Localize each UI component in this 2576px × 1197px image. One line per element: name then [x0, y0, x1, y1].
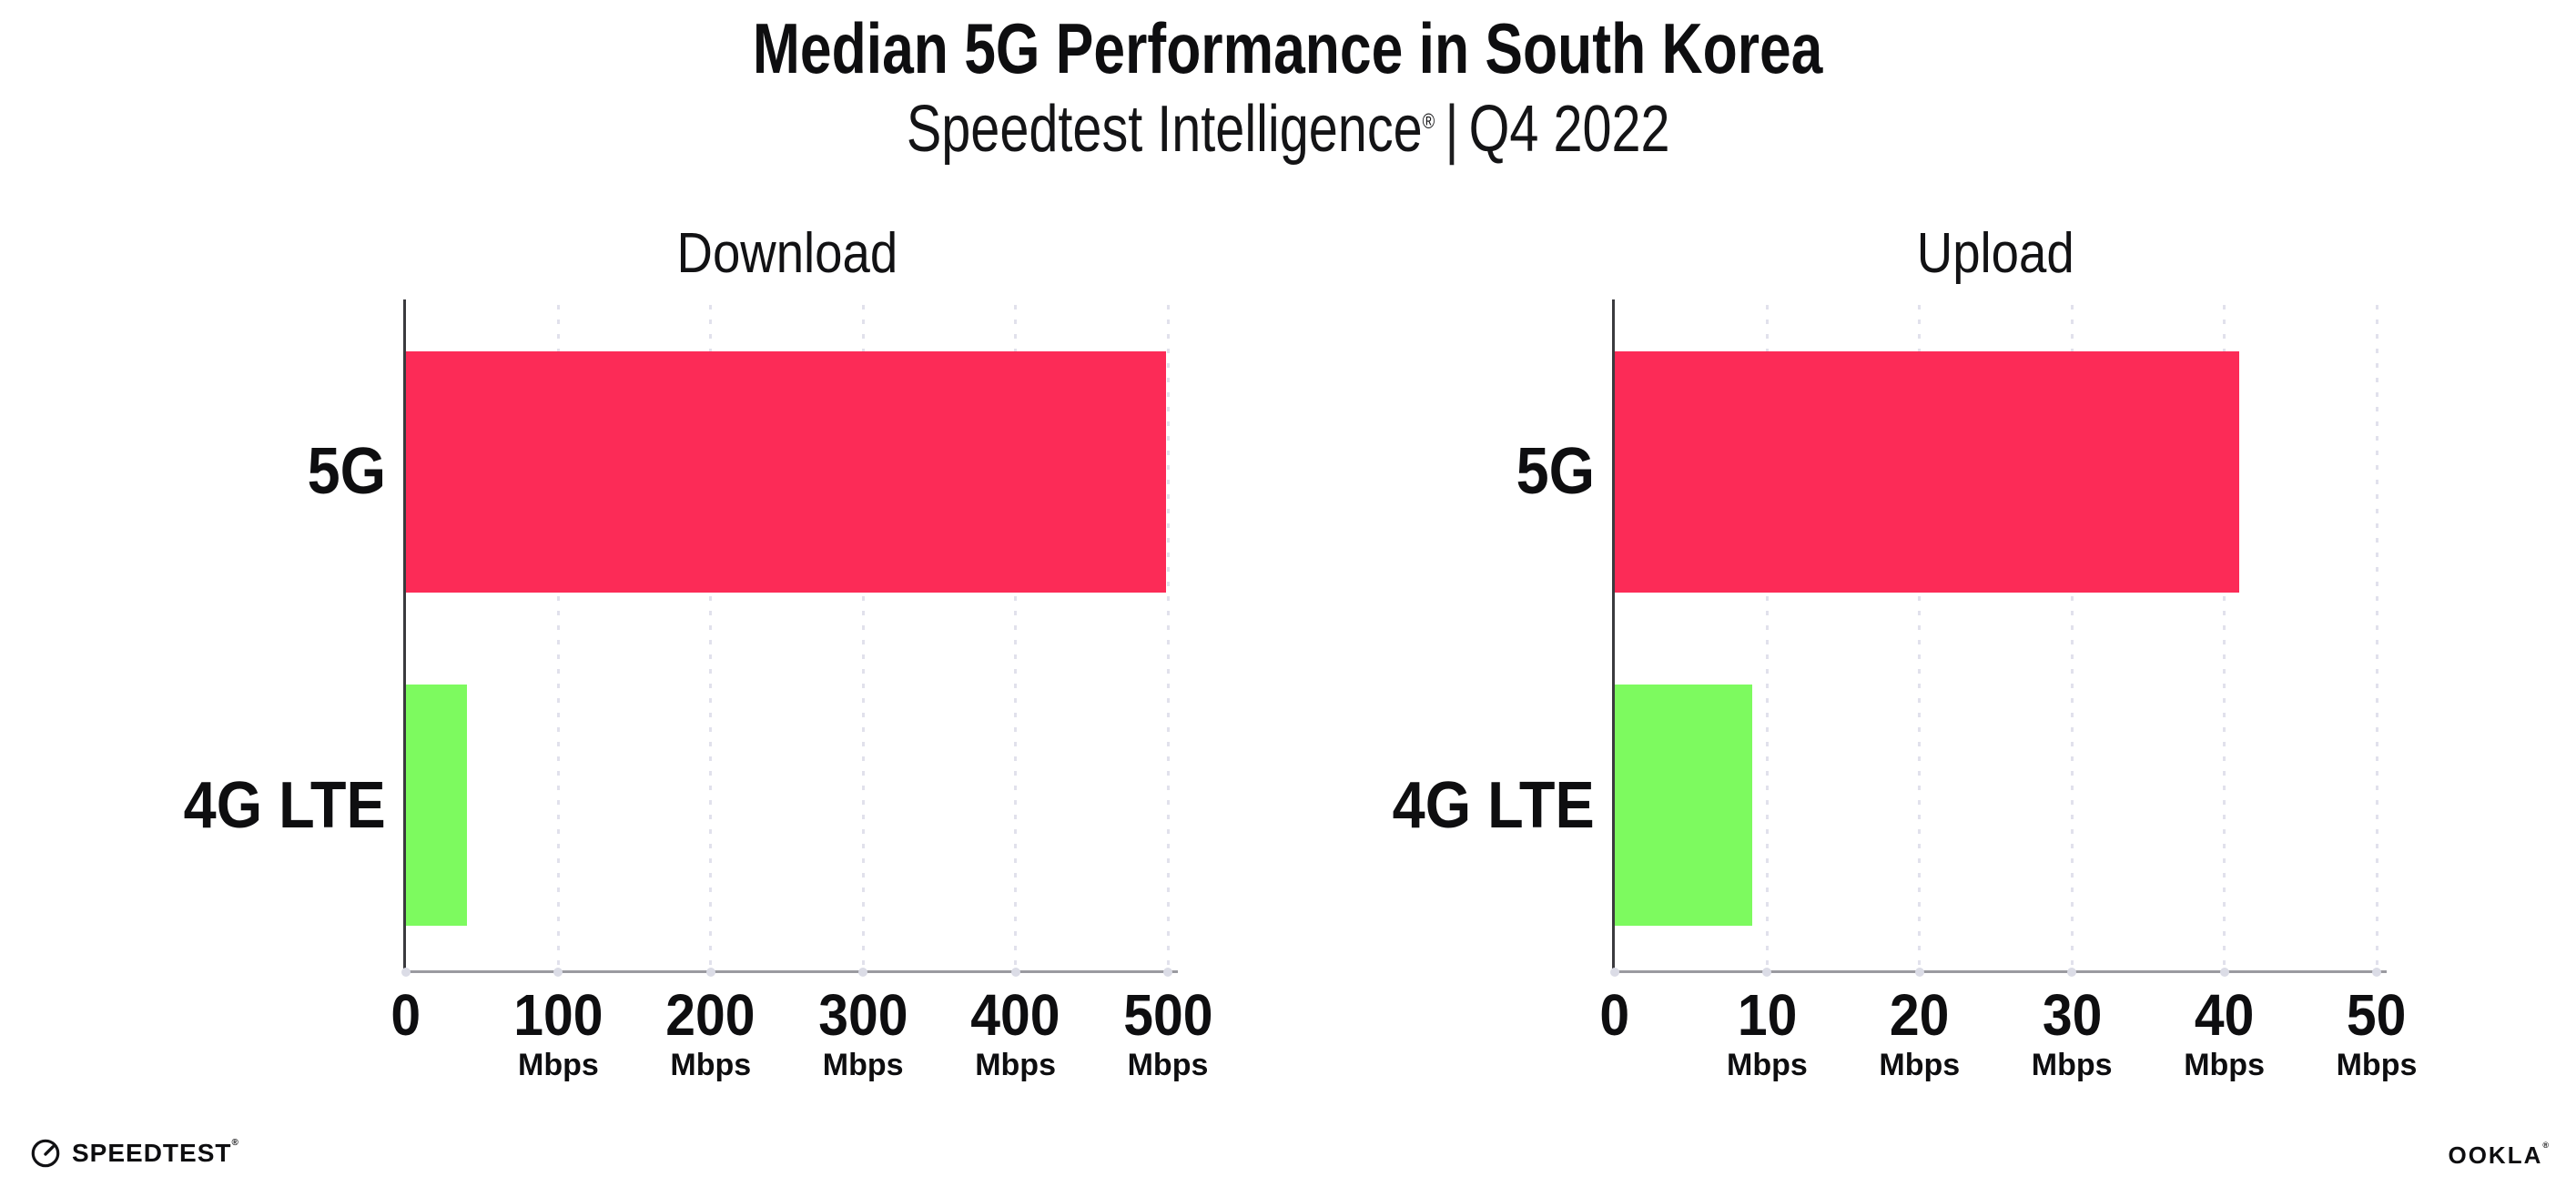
bar-4g-lte: [406, 685, 467, 927]
axis-tick-dot: [858, 967, 868, 977]
subtitle-brand: Speedtest Intelligence: [906, 93, 1423, 166]
page-title-text: Median 5G Performance in South Korea: [753, 8, 1823, 88]
chart-title: Download: [406, 221, 1168, 286]
gauge-icon: [31, 1139, 60, 1168]
x-tick-unit: Mbps: [518, 1048, 599, 1083]
x-axis: [403, 970, 1178, 973]
x-tick-value: 300: [818, 982, 908, 1048]
x-tick-label: 10 Mbps: [1667, 982, 1867, 1083]
ookla-registered-mark: ®: [2542, 1141, 2551, 1150]
category-label-5g: 5G: [106, 305, 386, 639]
speedtest-logo: SPEEDTEST®: [30, 1138, 239, 1169]
x-tick-value: 500: [1122, 982, 1213, 1048]
x-tick-unit: Mbps: [2184, 1048, 2265, 1083]
x-tick-label: 100 Mbps: [458, 982, 658, 1083]
x-tick-unit: Mbps: [2336, 1048, 2418, 1083]
x-tick-label: 300 Mbps: [763, 982, 963, 1083]
axis-tick-dot: [1914, 967, 1924, 977]
axis-tick-dot: [1762, 967, 1772, 977]
axis-tick-dot: [1163, 967, 1172, 977]
x-axis: [1612, 970, 2387, 973]
category-label-4g-lte: 4G LTE: [1314, 639, 1595, 973]
category-label-text: 5G: [1516, 435, 1595, 509]
bar-5g: [1615, 350, 2240, 593]
chart-title-text: Download: [676, 222, 898, 285]
category-label-text: 5G: [307, 435, 386, 509]
gridline: [2223, 305, 2226, 972]
subtitle-divider: |: [1445, 93, 1459, 166]
x-tick-unit: Mbps: [1127, 1048, 1209, 1083]
gridline: [1765, 305, 1769, 972]
x-tick-label: 30 Mbps: [1972, 982, 2172, 1083]
x-tick-unit: Mbps: [822, 1048, 904, 1083]
x-tick-value: 30: [2042, 982, 2102, 1048]
axis-tick-dot: [2067, 967, 2077, 977]
category-label-5g: 5G: [1314, 305, 1595, 639]
download-chart: Download 5G 4G LTE 0 100 Mbps 200 Mbps 300 Mbps 40…: [184, 222, 1212, 1082]
figure-header: Median 5G Performance in South Korea Spe…: [0, 0, 2576, 162]
subtitle-period: Q4 2022: [1468, 93, 1670, 166]
x-tick-label: 400 Mbps: [916, 982, 1116, 1083]
x-tick-unit: Mbps: [2031, 1048, 2113, 1083]
axis-tick-dot: [2219, 967, 2229, 977]
x-tick-value: 0: [390, 982, 421, 1048]
gridline: [1166, 305, 1170, 972]
x-tick-value: 40: [2194, 982, 2255, 1048]
x-tick-label: 20 Mbps: [1820, 982, 2020, 1083]
gridline: [2375, 305, 2378, 972]
x-tick-label: 200 Mbps: [611, 982, 811, 1083]
bar-5g: [406, 350, 1167, 593]
speedtest-wordmark: SPEEDTEST®: [72, 1138, 239, 1168]
y-axis-spine: [1612, 299, 1615, 972]
bar-4g-lte: [1615, 685, 1752, 927]
axis-tick-dot: [1610, 967, 1619, 977]
x-tick-value: 10: [1737, 982, 1798, 1048]
page-title: Median 5G Performance in South Korea: [0, 13, 2576, 84]
x-tick-unit: Mbps: [1879, 1048, 1961, 1083]
x-tick-value: 50: [2347, 982, 2407, 1048]
category-label-text: 4G LTE: [183, 768, 386, 842]
axis-tick-dot: [553, 967, 563, 977]
x-tick-label: 40 Mbps: [2125, 982, 2325, 1083]
y-axis-spine: [403, 299, 406, 972]
category-label-text: 4G LTE: [1392, 768, 1595, 842]
gridline: [1014, 305, 1018, 972]
x-tick-value: 20: [1890, 982, 1950, 1048]
category-label-4g-lte: 4G LTE: [106, 639, 386, 973]
x-tick-unit: Mbps: [670, 1048, 752, 1083]
gridline: [1918, 305, 1922, 972]
chart-title: Upload: [1615, 221, 2377, 286]
speedtest-registered-mark: ®: [231, 1138, 239, 1148]
gridline: [709, 305, 713, 972]
ookla-logo: OOKLA®: [2448, 1141, 2551, 1170]
x-tick-value: 400: [970, 982, 1060, 1048]
chart-title-text: Upload: [1917, 222, 2074, 285]
gridline: [556, 305, 560, 972]
x-tick-label: 0: [306, 982, 506, 1048]
x-tick-value: 0: [1599, 982, 1630, 1048]
x-tick-label: 0: [1515, 982, 1715, 1048]
axis-tick-dot: [2372, 967, 2381, 977]
ookla-wordmark: OOKLA: [2448, 1141, 2543, 1169]
registered-mark: ®: [1422, 109, 1435, 133]
axis-tick-dot: [705, 967, 715, 977]
axis-tick-dot: [401, 967, 411, 977]
gridline: [861, 305, 865, 972]
x-tick-value: 200: [665, 982, 756, 1048]
x-tick-value: 100: [513, 982, 603, 1048]
x-tick-label: 50 Mbps: [2277, 982, 2477, 1083]
x-tick-unit: Mbps: [1727, 1048, 1808, 1083]
upload-chart: Upload 5G 4G LTE 0 10 Mbps 20 Mbps 30 Mbps 40 Mbps 5…: [1393, 222, 2417, 1082]
x-tick-unit: Mbps: [975, 1048, 1056, 1083]
x-tick-label: 500 Mbps: [1068, 982, 1268, 1083]
axis-tick-dot: [1010, 967, 1020, 977]
page-subtitle: Speedtest Intelligence® | Q4 2022: [0, 96, 2576, 162]
gridline: [2070, 305, 2074, 972]
